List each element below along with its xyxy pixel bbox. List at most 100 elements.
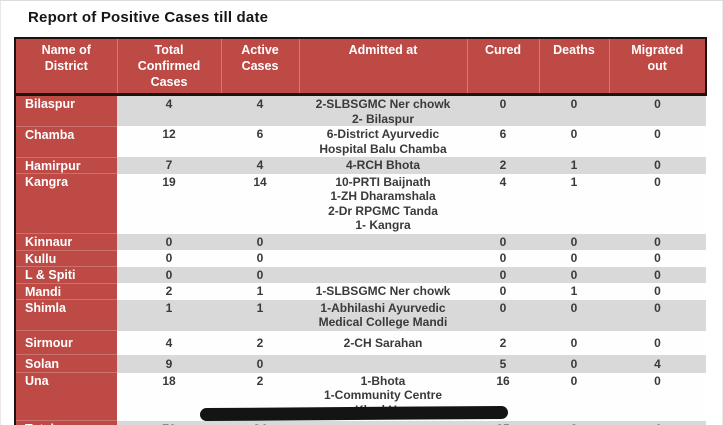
col-header-cured: Cured [466,37,539,96]
cured-cell: 35 [467,421,539,425]
deaths-cell: 0 [570,300,578,315]
admitted-cell: 1-Abhilashi Ayurvedic Medical College Ma… [318,300,448,330]
cured-cell: 0 [499,251,507,265]
cured-cell: 6 [499,127,507,141]
cured-cell: 0 [499,234,507,249]
district-name: Kinnaur [15,233,117,251]
col-header-confirmed: Total Confirmed Cases [116,37,221,96]
table-row-l-and-spiti: L & Spiti 0 0 0 0 0 [15,266,706,284]
cured-cell: 2 [499,158,507,172]
district-name: L & Spiti [15,266,117,284]
table-row-shimla: Shimla 1 1 1-Abhilashi Ayurvedic Medical… [15,299,706,331]
confirmed-cell: 18 [162,373,176,388]
confirmed-cell: 4 [165,97,173,111]
deaths-cell: 0 [570,373,578,388]
district-name: Chamba [15,126,117,158]
header-row: Name of District Total Confirmed Cases A… [15,37,707,96]
deaths-cell: 0 [570,267,578,282]
cured-cell: 0 [499,97,507,111]
table-row-sirmour: Sirmour 4 2 2-CH Sarahan 2 0 0 [15,330,706,355]
deaths-cell: 0 [570,97,578,111]
total-label: Total [15,420,117,425]
active-cell: 1 [256,300,264,315]
table-row-chamba: Chamba 12 6 6-District Ayurvedic Hospita… [15,126,706,158]
deaths-cell: 0 [570,356,578,371]
deaths-cell: 0 [570,251,578,265]
table-row-kinnaur: Kinnaur 0 0 0 0 0 [15,233,706,251]
confirmed-cell: 0 [165,251,173,265]
confirmed-cell: 19 [162,174,176,189]
cured-cell: 4 [499,174,507,189]
district-name: Una [15,372,117,421]
page-title: Report of Positive Cases till date [28,9,269,26]
confirmed-cell: 7 [165,158,173,172]
col-header-deaths: Deaths [538,37,609,96]
migrated-cell: 0 [654,174,661,189]
active-cell: 4 [256,97,264,111]
admitted-cell [299,234,467,251]
confirmed-cell: 0 [165,267,173,282]
deaths-cell: 1 [570,174,578,189]
confirmed-cell: 12 [162,127,176,141]
active-cell: 14 [253,174,267,189]
confirmed-cell: 1 [165,300,173,315]
district-name: Bilaspur [15,94,117,127]
confirmed-cell: 2 [165,284,173,298]
district-name: Hamirpur [15,157,117,174]
active-cell: 0 [256,267,264,282]
admitted-cell: 10-PRTI Baijnath 1-ZH Dharamshala 2-Dr R… [328,174,438,233]
cured-cell: 0 [499,267,507,282]
migrated-cell: 0 [654,97,661,111]
cured-cell: 0 [499,284,507,298]
confirmed-cell: 9 [165,356,173,371]
table-row-bilaspur: Bilaspur 4 4 2-SLBSGMC Ner chowk 2- Bila… [15,94,706,127]
table-row-mandi: Mandi 2 1 1-SLBSGMC Ner chowk 0 1 0 [15,283,706,300]
confirmed-cell: 4 [165,335,173,350]
district-name: Mandi [15,283,117,300]
active-cell: 2 [256,373,264,388]
table-row-solan: Solan 9 0 5 0 4 [15,354,706,373]
district-name: Sirmour [15,330,117,355]
district-name: Shimla [15,299,117,331]
migrated-cell: 0 [654,300,661,315]
admitted-cell [299,250,467,267]
migrated-cell: 0 [654,234,661,249]
active-cell: 0 [256,234,264,249]
deaths-cell: 1 [570,158,578,172]
cured-cell: 2 [499,335,507,350]
active-cell: 0 [256,251,264,265]
migrated-cell: 0 [654,335,661,350]
redaction-bar [199,405,509,422]
admitted-cell: 1-SLBSGMC Ner chowk [315,284,451,298]
table-row-hamirpur: Hamirpur 7 4 4-RCH Bhota 2 1 0 [15,157,706,174]
district-name: Solan [15,354,117,373]
deaths-cell: 0 [570,127,578,141]
confirmed-cell: 76 [117,421,221,425]
active-cell: 2 [256,335,264,350]
table-row-total: Total 76 34 35 3 4 [15,420,706,425]
active-cell: 4 [256,158,264,172]
admitted-cell: 4-RCH Bhota [346,158,420,172]
deaths-cell: 1 [570,284,578,298]
admitted-cell [299,355,467,373]
migrated-cell: 0 [654,284,661,298]
cured-cell: 0 [499,300,507,315]
admitted-cell [299,421,467,425]
migrated-cell: 4 [654,356,661,371]
migrated-cell: 0 [654,267,661,282]
district-name: Kullu [15,250,117,267]
cases-table: Name of District Total Confirmed Cases A… [14,37,707,425]
confirmed-cell: 0 [165,234,173,249]
admitted-cell: 2-SLBSGMC Ner chowk 2- Bilaspur [315,97,451,126]
cured-cell: 5 [499,356,507,371]
active-cell: 34 [221,421,299,425]
cured-cell: 16 [496,373,510,388]
migrated-cell: 4 [609,421,706,425]
deaths-cell: 0 [570,335,578,350]
deaths-cell: 0 [570,234,578,249]
migrated-cell: 0 [654,127,661,141]
col-header-admitted: Admitted at [298,37,467,96]
migrated-cell: 0 [654,158,661,172]
deaths-cell: 3 [539,421,609,425]
